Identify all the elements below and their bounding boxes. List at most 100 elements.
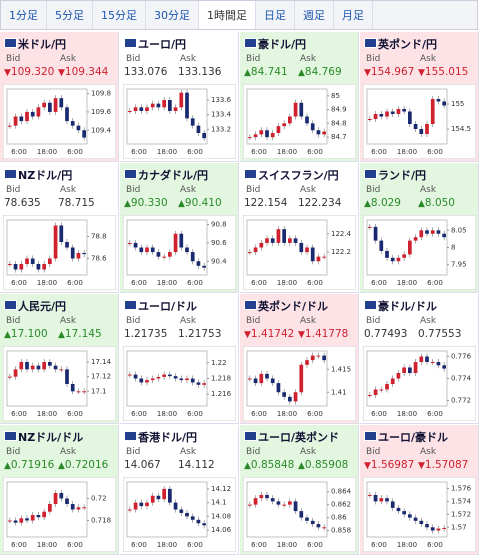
bid-label: Bid xyxy=(366,54,381,64)
rate-tile[interactable]: 豪ドル/ドル Bid Ask 0.77493 0.77553 0.776 0.774 0.77… xyxy=(360,294,479,424)
pair-name[interactable]: ユーロ/ドル xyxy=(138,300,198,313)
rate-tile[interactable]: ユーロ/英ポンドBidAsk0.858480.859080.8640.8620.… xyxy=(240,425,359,555)
candle xyxy=(385,498,389,502)
candle xyxy=(396,109,401,114)
pair-name[interactable]: 香港ドル/円 xyxy=(138,431,198,444)
pair-name[interactable]: NZドル/ドル xyxy=(18,431,84,444)
pair-name[interactable]: 人民元/円 xyxy=(18,300,67,313)
ask-label: Ask xyxy=(420,185,437,195)
pair-name[interactable]: 英ポンド/円 xyxy=(378,38,438,51)
rate-tile[interactable]: NZドル/ドル Bid Ask 0.71916 0.72016 0.72 0.718 6:00… xyxy=(0,425,119,555)
y-tick-label: 90.8 xyxy=(211,221,227,229)
bid-label: Bid xyxy=(246,447,261,457)
candle xyxy=(190,516,195,520)
candle xyxy=(430,362,435,363)
rate-tile[interactable]: 香港ドル/円 Bid Ask 14.067 14.112 14.12 14.1 14.08 14… xyxy=(120,425,239,555)
candle xyxy=(248,504,252,506)
x-tick-label: 18:00 xyxy=(277,410,297,418)
tab[interactable]: 15分足 xyxy=(93,1,146,29)
y-tick-label: 8.05 xyxy=(451,226,467,234)
rate-tile[interactable]: 人民元/円 Bid Ask 17.100 17.145 17.14 17.12 17.1 6:0… xyxy=(0,294,119,424)
tab[interactable]: 1分足 xyxy=(1,1,47,29)
ask-label: Ask xyxy=(300,54,317,64)
candle xyxy=(150,378,155,381)
candle xyxy=(76,253,81,259)
candle xyxy=(265,494,269,499)
tab[interactable]: 日足 xyxy=(256,1,295,29)
candle xyxy=(379,498,384,502)
tab[interactable]: 1時間足 xyxy=(199,1,256,29)
y-tick-label: 0.864 xyxy=(331,488,352,496)
pair-name[interactable]: カナダドル/円 xyxy=(138,169,209,182)
candle xyxy=(156,376,161,379)
bid-label: Bid xyxy=(246,185,261,195)
tab[interactable]: 週足 xyxy=(295,1,334,29)
candle xyxy=(253,247,258,253)
candle xyxy=(65,242,69,248)
candle xyxy=(396,257,401,262)
y-tick-label: 122.4 xyxy=(331,230,352,238)
y-tick-label: 1.572 xyxy=(451,510,471,518)
ask-value: 109.344 xyxy=(58,66,108,78)
rate-tile[interactable]: スイスフラン/円 Bid Ask 122.154 122.234 122.4 122.2 6:… xyxy=(240,163,359,293)
chart-bg xyxy=(3,346,116,421)
pair-name[interactable]: 米ドル/円 xyxy=(18,38,67,51)
x-tick-label: 6:00 xyxy=(251,541,267,549)
x-tick-label: 6:00 xyxy=(67,541,83,549)
candle xyxy=(379,389,384,391)
mini-chart: 0.72 0.718 6:00 18:00 6:00 xyxy=(3,477,116,552)
rate-tile[interactable]: 米ドル/円 Bid Ask 109.320 109.344 109.8 109.6 109.4… xyxy=(0,32,119,162)
candle xyxy=(373,114,378,119)
rate-tile[interactable]: カナダドル/円 Bid Ask 90.330 90.410 90.8 90.6 90.4 6:0… xyxy=(120,163,239,293)
x-tick-label: 6:00 xyxy=(11,279,27,287)
y-tick-label: 17.14 xyxy=(91,358,112,366)
x-tick-label: 6:00 xyxy=(427,541,443,549)
flag-icon xyxy=(244,431,257,441)
candle xyxy=(442,527,446,529)
chart-bg xyxy=(123,477,236,552)
pair-name[interactable]: スイスフラン/円 xyxy=(258,169,339,182)
candle xyxy=(42,362,46,370)
rate-tile[interactable]: ユーロ/円 Bid Ask 133.076 133.136 133.6 133.4 133.2… xyxy=(120,32,239,162)
pair-name[interactable]: ユーロ/豪ドル xyxy=(378,431,449,444)
x-tick-label: 6:00 xyxy=(307,410,323,418)
pair-name[interactable]: 英ポンド/ドル xyxy=(258,300,329,313)
candle xyxy=(253,498,258,505)
tab[interactable]: 30分足 xyxy=(146,1,199,29)
tab[interactable]: 月足 xyxy=(334,1,373,29)
rate-tile[interactable]: ユーロ/豪ドルBidAsk1.569871.570871.5761.5741.5… xyxy=(360,425,479,555)
candle xyxy=(196,261,201,266)
pair-name[interactable]: ランド/円 xyxy=(378,169,427,182)
ask-label: Ask xyxy=(60,316,77,326)
pair-name[interactable]: ユーロ/英ポンド xyxy=(258,431,340,444)
candle xyxy=(310,355,315,361)
candle xyxy=(8,376,12,378)
pair-name[interactable]: NZドル/円 xyxy=(18,169,73,182)
candle xyxy=(19,362,24,370)
candle xyxy=(82,253,86,255)
bid-value: 0.77493 xyxy=(364,328,408,340)
candle xyxy=(316,130,321,135)
rate-tile[interactable]: 英ポンド/円 Bid Ask 154.967 155.015 155 154.5 6:00 18… xyxy=(360,32,479,162)
candle xyxy=(133,107,138,111)
tab[interactable]: 5分足 xyxy=(47,1,93,29)
chart-bg xyxy=(363,215,476,290)
ask-value: 8.050 xyxy=(418,197,455,209)
rate-tile[interactable]: NZドル/円 Bid Ask 78.635 78.715 78.8 78.6 6:00 18:0… xyxy=(0,163,119,293)
rate-tile[interactable]: 豪ドル/円 Bid Ask 84.741 84.769 85 84.9 84.8 84.7 6:0… xyxy=(240,32,359,162)
chart-bg xyxy=(363,84,476,159)
candle xyxy=(305,116,309,124)
pair-name[interactable]: ユーロ/円 xyxy=(138,38,187,51)
x-tick-label: 18:00 xyxy=(37,148,57,156)
rate-tile[interactable]: 英ポンド/ドル Bid Ask 1.41742 1.41778 1.415 1.41 6:00… xyxy=(240,294,359,424)
pair-name[interactable]: 豪ドル/円 xyxy=(258,38,307,51)
candle xyxy=(145,380,149,383)
x-tick-label: 18:00 xyxy=(157,148,177,156)
candle xyxy=(379,240,384,251)
rate-tile[interactable]: ユーロ/ドル Bid Ask 1.21735 1.21753 1.22 1.218 1.216… xyxy=(120,294,239,424)
x-tick-label: 6:00 xyxy=(427,410,443,418)
candle xyxy=(145,247,149,253)
flag-icon xyxy=(244,169,257,179)
pair-name[interactable]: 豪ドル/ドル xyxy=(378,300,438,313)
rate-tile[interactable]: ランド/円 Bid Ask 8.029 8.050 8.05 8 7.95 6:00 18:00 6… xyxy=(360,163,479,293)
